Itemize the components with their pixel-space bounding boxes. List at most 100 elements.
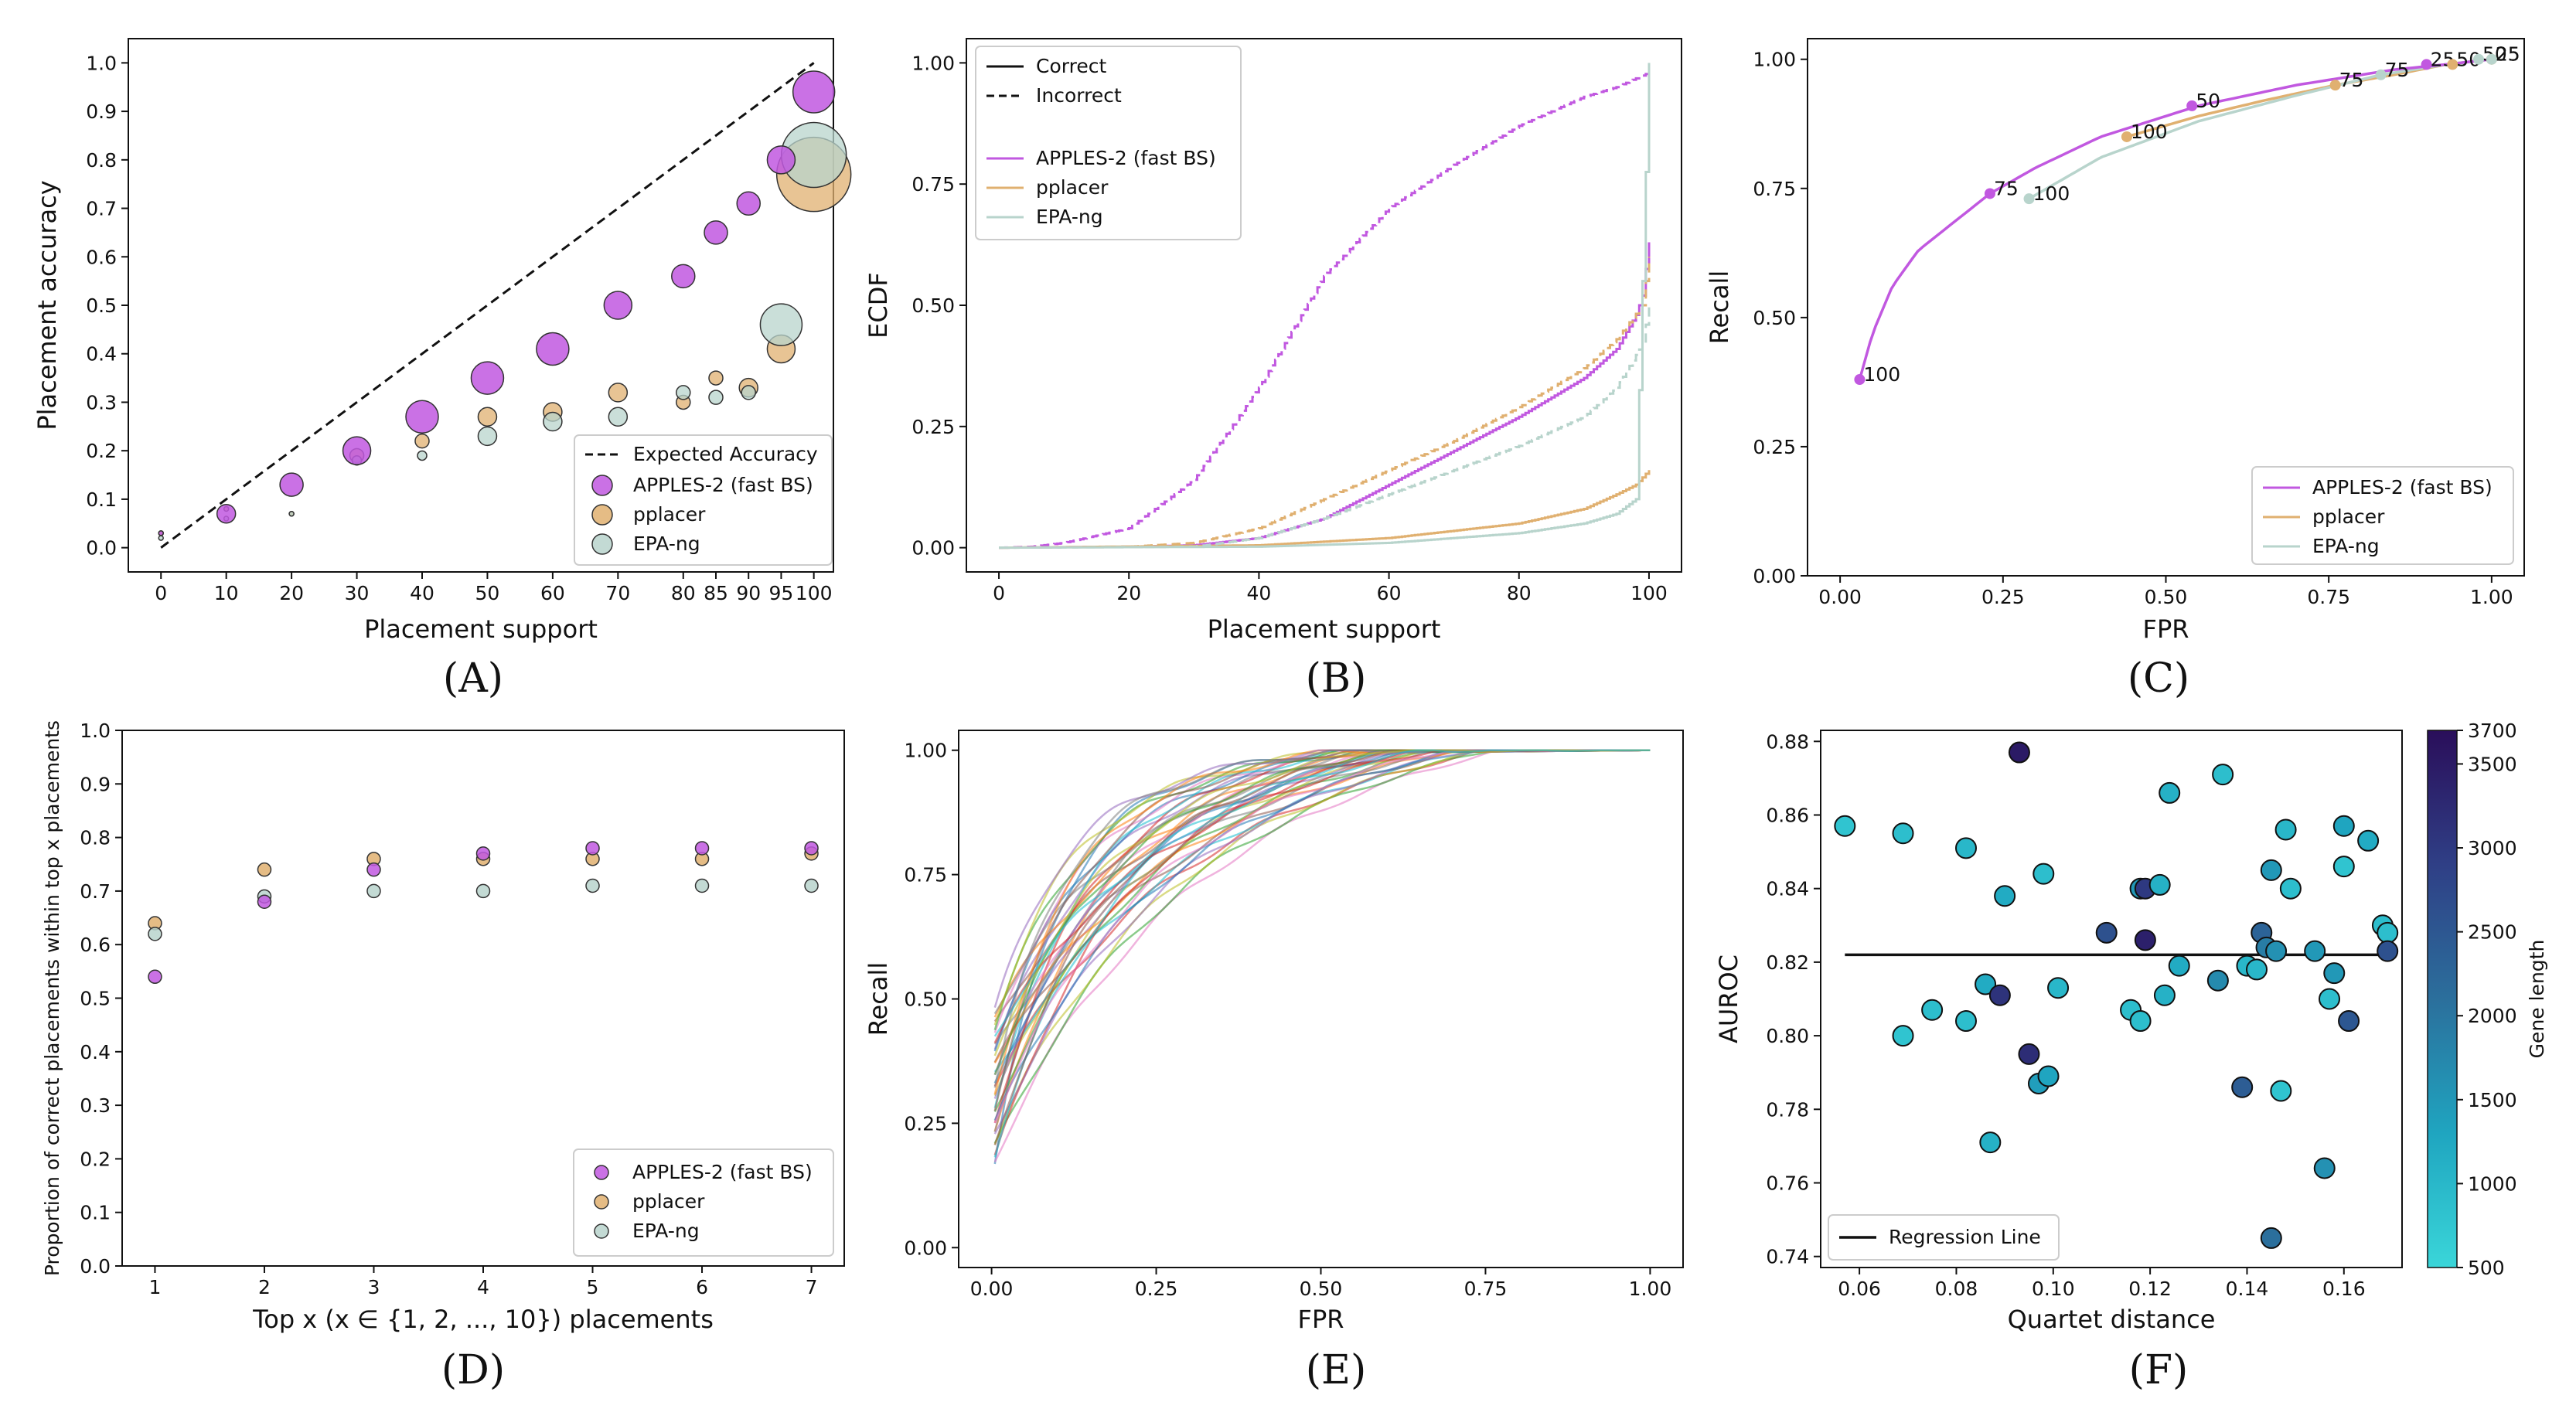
x-tick-label: 100 xyxy=(1630,582,1668,604)
annotation-dot xyxy=(2186,100,2198,111)
legend-box xyxy=(573,1148,834,1257)
point-2 xyxy=(708,390,724,405)
colorbar-tick-label: 3700 xyxy=(2468,720,2517,742)
x-tick-label: 0.10 xyxy=(2032,1278,2075,1300)
scatter-point xyxy=(2047,977,2070,999)
y-tick-label: 0.3 xyxy=(86,391,117,413)
point-0 xyxy=(736,191,761,216)
y-tick-label: 0.25 xyxy=(911,416,955,438)
annotation-dot xyxy=(2121,131,2132,142)
x-tick-label: 50 xyxy=(475,582,500,604)
point-2 xyxy=(477,426,498,447)
y-tick-label: 0.9 xyxy=(86,100,117,123)
scatter-point xyxy=(2357,829,2380,852)
scatter-point xyxy=(1834,815,1856,837)
legend-label-1: pplacer xyxy=(2312,505,2385,528)
legend-label-correct: Correct xyxy=(1036,55,1106,77)
scatter-point xyxy=(2260,1227,2282,1249)
point-1 xyxy=(414,433,430,449)
scatter-point xyxy=(2279,877,2302,900)
legend-swatch-1 xyxy=(591,504,613,526)
scatter-point xyxy=(2265,940,2288,962)
scatter-point xyxy=(1892,1025,1914,1047)
x-tick-label: 0 xyxy=(993,582,1005,604)
legend-label-1: pplacer xyxy=(1036,176,1109,199)
point-1 xyxy=(708,370,724,386)
panel-letter: (A) xyxy=(443,655,503,702)
y-tick-label: 0.00 xyxy=(911,537,955,560)
roc-line-1 xyxy=(2126,57,2493,138)
scatter-point xyxy=(1975,973,1997,995)
x-tick-label: 40 xyxy=(410,582,434,604)
y-tick-label: 0.9 xyxy=(80,773,111,795)
panel-letter: (E) xyxy=(1306,1347,1367,1393)
x-tick-label: 30 xyxy=(345,582,370,604)
y-tick-label: 0.7 xyxy=(86,198,117,220)
y-tick-label: 0.78 xyxy=(1766,1098,1809,1121)
y-tick-label: 0.6 xyxy=(86,246,117,268)
x-tick-label: 90 xyxy=(736,582,761,604)
colorbar-tick-label: 3000 xyxy=(2468,837,2517,859)
colorbar-tick-label: 1000 xyxy=(2468,1172,2517,1195)
y-axis-title: Placement accuracy xyxy=(32,180,62,430)
annotation-label: 75 xyxy=(2339,69,2364,91)
y-tick-label: 1.00 xyxy=(911,52,955,74)
scatter-point xyxy=(2212,764,2234,786)
scatter-point xyxy=(1955,837,1977,859)
scatter-point xyxy=(2260,859,2282,881)
annotation-label: 100 xyxy=(2131,121,2168,143)
x-tick-label: 60 xyxy=(1377,582,1402,604)
y-tick-label: 0.25 xyxy=(904,1112,947,1135)
roc-curve xyxy=(993,749,1651,1162)
x-tick-label: 0.25 xyxy=(1981,586,2025,608)
panel-f-chart: 0.06 0.08 0.10 0.12 0.14 0.16 0.74 0.76 0.78 0.80… xyxy=(1714,720,2548,1393)
scatter-point xyxy=(2246,958,2268,981)
point-0 xyxy=(766,145,796,175)
roc-curve xyxy=(993,749,1651,1111)
annotation-dot xyxy=(2447,59,2458,70)
point-2 xyxy=(288,510,295,517)
x-tick-label: 7 xyxy=(806,1276,818,1298)
y-tick-label: 0.00 xyxy=(904,1237,947,1259)
x-tick-label: 80 xyxy=(1507,582,1532,604)
point-0 xyxy=(158,530,164,536)
scatter-point xyxy=(2159,781,2181,804)
point-2 xyxy=(475,883,491,899)
y-tick-label: 0.8 xyxy=(80,827,111,849)
annotation-dot xyxy=(2421,59,2432,70)
legend-label-0: APPLES-2 (fast BS) xyxy=(633,474,813,496)
point-0 xyxy=(792,70,836,114)
y-tick-label: 0.5 xyxy=(86,294,117,317)
scatter-point xyxy=(1955,1010,1977,1033)
colorbar-label: Gene length xyxy=(2526,940,2548,1059)
point-0 xyxy=(257,894,272,910)
x-tick-label: 70 xyxy=(605,582,630,604)
legend-box xyxy=(975,46,1242,240)
scatter-point xyxy=(2008,741,2030,764)
x-tick-label: 0.16 xyxy=(2322,1278,2366,1300)
panel-b-chart: 0 20 40 60 80 100 0.00 0.25 0.50 0.75 1.00 Placemen… xyxy=(864,38,1682,702)
roc-curve xyxy=(993,749,1651,1165)
x-axis-title: Placement support xyxy=(364,614,598,644)
x-axis-title: Placement support xyxy=(1208,614,1441,644)
scatter-point xyxy=(2377,940,2399,962)
roc-curve xyxy=(993,749,1651,1023)
y-tick-label: 0.5 xyxy=(80,988,111,1010)
legend-label-2: EPA-ng xyxy=(633,533,700,555)
point-1 xyxy=(608,383,629,403)
x-tick-label: 95 xyxy=(769,582,794,604)
panel-letter: (B) xyxy=(1306,655,1367,702)
y-tick-label: 0.75 xyxy=(1753,178,1796,200)
x-tick-label: 0.25 xyxy=(1135,1278,1178,1300)
y-tick-label: 0.4 xyxy=(80,1041,111,1063)
y-tick-label: 0.50 xyxy=(904,989,947,1011)
scatter-point xyxy=(2095,921,2118,944)
point-2 xyxy=(608,407,629,427)
scatter-point xyxy=(2168,955,2190,977)
legend-label-1: pplacer xyxy=(632,1190,705,1213)
x-tick-label: 40 xyxy=(1247,582,1272,604)
x-axis-title: Quartet distance xyxy=(2008,1305,2216,1334)
y-tick-label: 1.0 xyxy=(86,52,117,74)
y-tick-label: 0.80 xyxy=(1766,1025,1809,1047)
